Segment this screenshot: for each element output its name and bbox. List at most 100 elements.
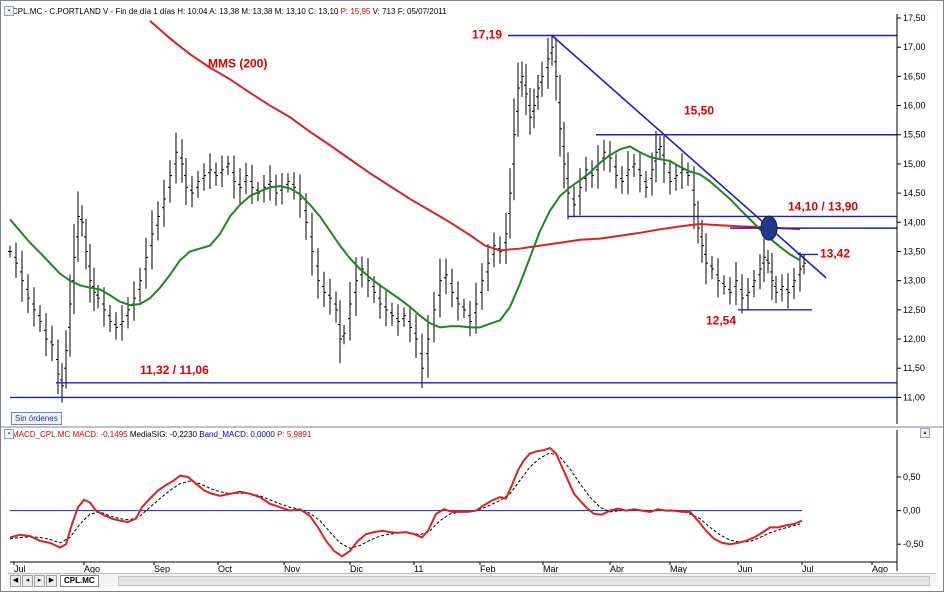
price-bar (716, 258, 720, 298)
x-tick-label: Mar (543, 564, 559, 574)
price-tick-label: 15,00 (903, 159, 926, 169)
bottom-bar: ◀ ◂ ▸ ▶ CPL.MC (8, 573, 936, 587)
price-chart[interactable]: MMS (200) 17,19 15,50 14,10 / 13,90 13,42 12,… (0, 0, 944, 428)
price-bar (528, 87, 532, 135)
price-bar (792, 268, 796, 300)
price-bar (180, 139, 184, 183)
symbol-tab[interactable]: CPL.MC (60, 575, 99, 587)
x-axis: Jul Ago Sep Oct Nov Dic 11 Feb Mar Abr May Jun Jul Ag… (10, 561, 897, 574)
close: C: 13,10 (308, 7, 339, 16)
price-labels: MMS (200) 17,19 15,50 14,10 / 13,90 13,42 12,… (140, 27, 858, 377)
price-bar (226, 155, 230, 176)
price-bar (26, 274, 30, 314)
price-tick-label: 11,00 (903, 392, 925, 402)
price-bar (162, 179, 166, 227)
prev-icon[interactable]: ◂ (22, 575, 33, 587)
price-bar (414, 314, 418, 358)
price-bar (378, 283, 382, 319)
price-bar (76, 191, 80, 262)
price-bar (638, 153, 642, 193)
price-bar (384, 290, 388, 327)
price-bar (590, 160, 594, 188)
price-bar (14, 242, 18, 278)
macd-tick-label: 0,00 (903, 506, 921, 516)
price-bar (208, 153, 212, 190)
macd-pane-menu-icon[interactable]: ▪ (4, 429, 14, 439)
volume: V: 713 (372, 7, 396, 16)
price-bar (64, 330, 68, 389)
sin-ordenes-button[interactable]: Sin órdenes (11, 412, 62, 425)
price-bar (654, 131, 658, 183)
price-bar (126, 297, 130, 329)
price-bar (132, 281, 136, 321)
price-annotation: 13,42 (820, 246, 850, 260)
price-bar (780, 274, 784, 302)
price-bar (798, 252, 802, 292)
price-bar (766, 250, 770, 274)
last-page-icon[interactable]: ▶ (46, 575, 57, 587)
price-bar (700, 219, 704, 263)
price-bar (156, 201, 160, 241)
macd-name: MACD_CPL.MC (12, 430, 71, 439)
price-y-axis: 17,50 17,00 16,50 16,00 15,50 15,00 14,50 14,00… (896, 13, 926, 424)
horizontal-scrollbar[interactable] (118, 576, 930, 586)
signal-value: MediaSIG: -0,2230 (129, 430, 197, 439)
price-bar (342, 325, 346, 345)
price-bar (438, 258, 442, 318)
hour: H: 10:04 (177, 7, 208, 16)
price-bar (668, 159, 672, 195)
price-bar (250, 164, 254, 205)
x-tick-label: 11 (414, 564, 423, 574)
x-tick-label: Dic (350, 564, 363, 574)
price-bar (168, 160, 172, 203)
price-pane-collapse-icon[interactable]: ▴ (920, 428, 930, 438)
price-bar (650, 152, 654, 196)
price-bar (402, 307, 406, 327)
mms200-line (149, 20, 801, 252)
price-annotation: 14,10 / 13,90 (788, 200, 858, 214)
play-icon[interactable]: ▸ (34, 575, 45, 587)
price-bar (196, 170, 200, 198)
price-bar (722, 275, 726, 295)
price-tick-label: 14,50 (903, 188, 926, 198)
price-bar (114, 312, 118, 340)
macd-chart[interactable]: 0,50 0,00 -0,50 Jul Ago Sep Oct Nov Dic 11 Feb Mar… (0, 426, 944, 574)
price-bar (50, 325, 54, 362)
price-bar (450, 268, 454, 308)
price-bar (214, 162, 218, 186)
price-bar (322, 271, 326, 308)
macd-header: MACD_CPL.MC MACD: -0,1495 MediaSIG: -0,2… (12, 430, 311, 439)
price-bar (338, 300, 342, 364)
price-bar (32, 287, 36, 327)
price-bar (310, 212, 314, 276)
x-tick-label: Nov (284, 564, 301, 574)
price-bar (244, 162, 248, 195)
price-bar (620, 166, 624, 194)
macd-tick-label: -0,50 (903, 539, 924, 549)
price-bar (150, 210, 154, 270)
price-bar (572, 186, 576, 218)
price-bar (626, 150, 630, 195)
price-bar (762, 238, 766, 282)
x-tick-label: Feb (480, 564, 496, 574)
price-bar (420, 333, 424, 389)
price-tick-label: 17,50 (903, 13, 926, 23)
price-bar (674, 163, 678, 191)
price-bar (602, 139, 606, 171)
macd-y-axis: 0,50 0,00 -0,50 (896, 430, 924, 571)
price-bar (704, 233, 708, 285)
price-bar (220, 155, 224, 187)
open: A: 13,38 (209, 7, 240, 16)
price-bar (354, 256, 358, 317)
macd-p-value: P: 5,9891 (277, 430, 312, 439)
price-tick-label: 15,50 (903, 130, 926, 140)
price-pane-menu-icon[interactable]: ▪ (4, 6, 14, 16)
x-tick-label: Sep (154, 564, 170, 574)
x-tick-label: Abr (610, 564, 624, 574)
price-bar (202, 163, 206, 191)
first-page-icon[interactable]: ◀ (10, 575, 21, 587)
price-annotation: 11,32 / 11,06 (140, 363, 209, 377)
price-bar (692, 166, 696, 229)
symbol-name: CPL.MC - C.PORTLAND V (12, 7, 109, 16)
macd-line (9, 446, 803, 558)
